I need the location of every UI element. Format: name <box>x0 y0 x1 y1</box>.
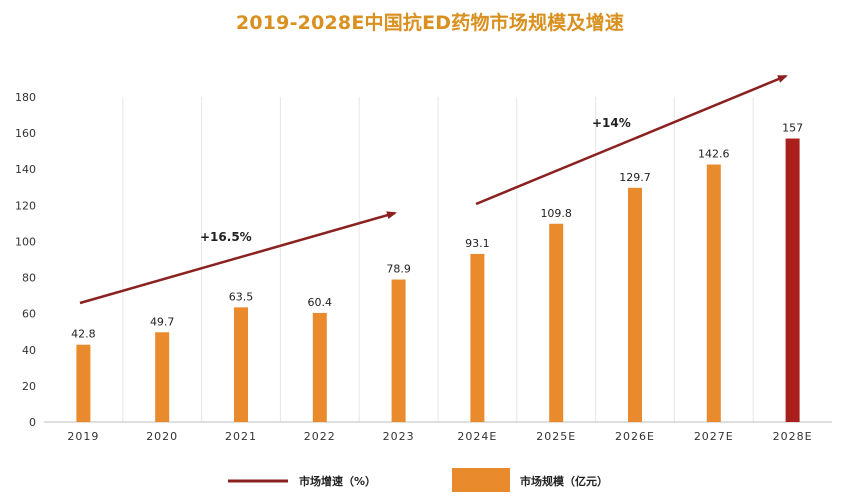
legend-label: 市场增速（%） <box>299 474 376 488</box>
data-label: 60.4 <box>308 296 333 309</box>
data-label: 157 <box>782 122 803 135</box>
y-tick-label: 20 <box>22 380 36 393</box>
x-tick-label: 2021 <box>225 430 257 443</box>
data-label: 78.9 <box>386 263 411 276</box>
y-tick-label: 0 <box>29 416 36 429</box>
y-tick-label: 160 <box>15 127 36 140</box>
x-tick-label: 2028E <box>773 430 813 443</box>
bar <box>234 307 248 422</box>
y-tick-label: 100 <box>15 235 36 248</box>
growth-annotation: +14% <box>592 116 631 130</box>
x-tick-label: 2019 <box>67 430 99 443</box>
legend: 市场增速（%） 市场规模（亿元） <box>228 468 608 492</box>
x-tick-label: 2020 <box>146 430 178 443</box>
data-label: 93.1 <box>465 237 490 250</box>
growth-annotation: +16.5% <box>200 230 252 244</box>
chart-title: 2019-2028E中国抗ED药物市场规模及增速 <box>235 12 625 34</box>
y-axis: 0 20 40 60 80 100 120 140 160 180 <box>15 91 36 429</box>
y-tick-label: 120 <box>15 199 36 212</box>
y-tick-label: 80 <box>22 272 36 285</box>
bar <box>628 187 642 422</box>
legend-label: 市场规模（亿元） <box>520 474 608 488</box>
bar <box>549 223 564 422</box>
legend-bar-swatch <box>452 468 510 492</box>
growth-arrow-line <box>475 74 788 206</box>
bar <box>155 332 170 422</box>
bar <box>785 138 800 422</box>
growth-arrow-line <box>79 211 397 305</box>
x-tick-label: 2026E <box>615 430 655 443</box>
data-label: 63.5 <box>229 290 254 303</box>
x-tick-label: 2023 <box>383 430 415 443</box>
gridlines <box>44 97 832 423</box>
data-label: 49.7 <box>150 315 175 328</box>
y-tick-label: 180 <box>15 91 36 104</box>
growth-arrows: +16.5% +14% <box>79 74 788 305</box>
x-tick-label: 2024E <box>457 430 497 443</box>
data-label: 129.7 <box>619 171 651 184</box>
x-axis: 2019 2020 2021 2022 2023 2024E 2025E 2026E 2027E… <box>67 430 813 443</box>
x-tick-label: 2027E <box>694 430 734 443</box>
bars <box>76 138 800 422</box>
bar <box>470 253 485 422</box>
bar <box>391 279 406 422</box>
bar <box>76 344 91 422</box>
bar <box>706 164 721 422</box>
data-labels: 42.8 49.7 63.5 60.4 78.9 93.1 109.8 129.7 142.6 1… <box>71 122 803 341</box>
data-label: 42.8 <box>71 328 96 341</box>
x-tick-label: 2025E <box>536 430 576 443</box>
y-tick-label: 40 <box>22 344 36 357</box>
x-tick-label: 2022 <box>304 430 336 443</box>
y-tick-label: 60 <box>22 308 36 321</box>
data-label: 142.6 <box>698 148 730 161</box>
data-label: 109.8 <box>540 207 572 220</box>
y-tick-label: 140 <box>15 163 36 176</box>
bar <box>312 312 327 422</box>
